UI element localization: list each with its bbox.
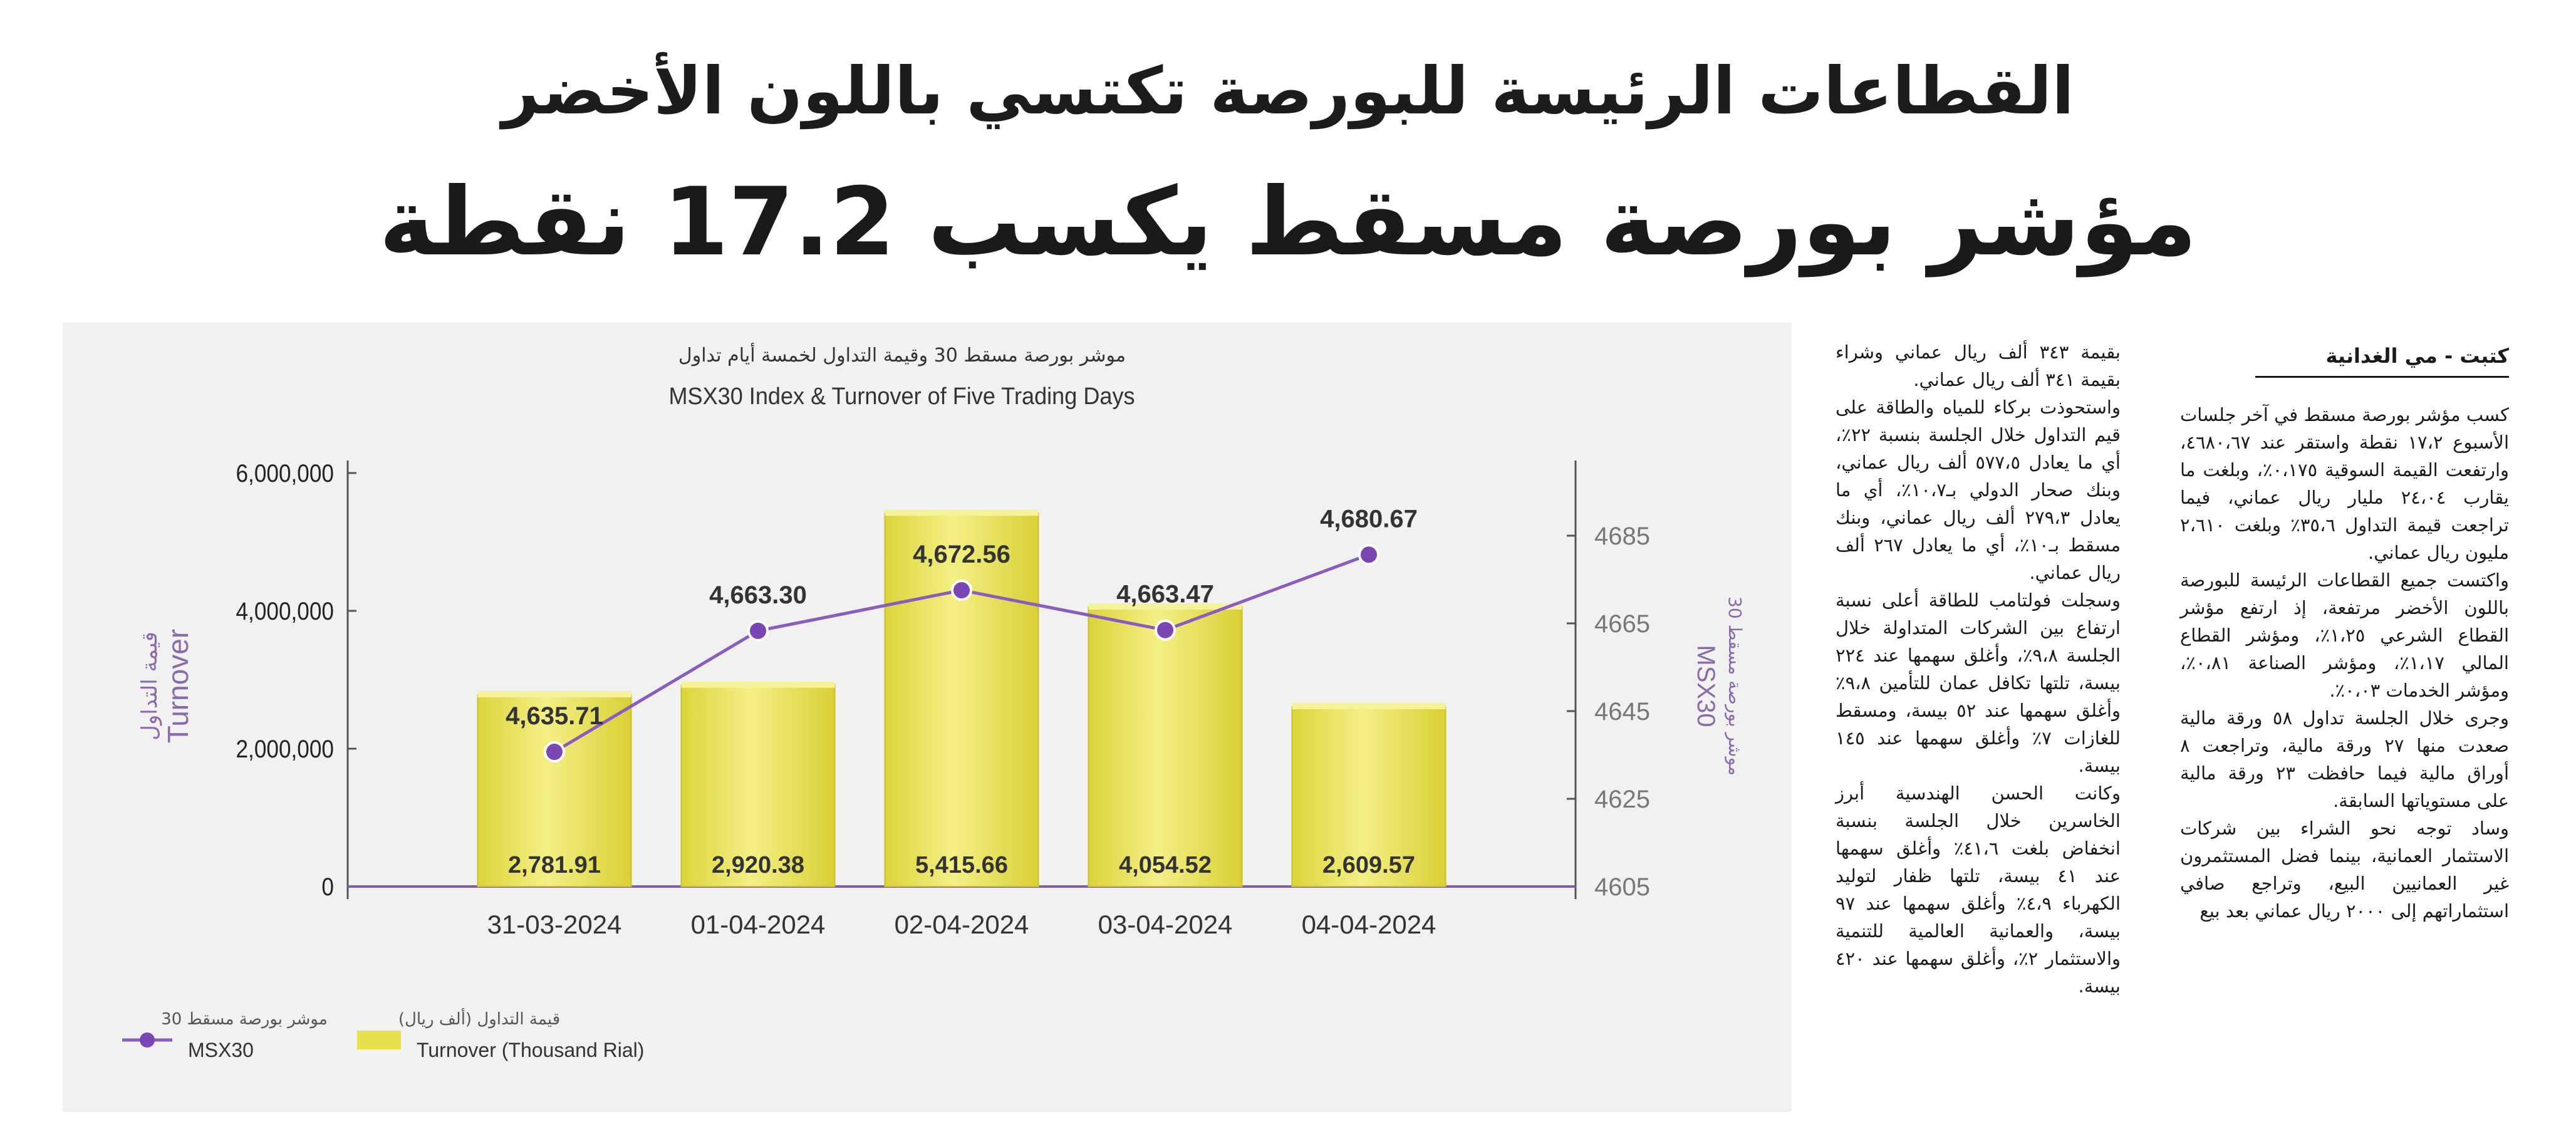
left-axis-tick-label: 2,000,000 (236, 735, 334, 763)
article-kicker: القطاعات الرئيسة للبورصة تكتسي باللون ال… (502, 53, 2074, 129)
x-axis-tick-label: 03-04-2024 (1098, 910, 1233, 939)
right-axis-tick-label: 4625 (1594, 786, 1650, 813)
right-axis-tick-label: 4685 (1594, 523, 1650, 550)
msx30-data-label: 4,672.56 (913, 541, 1010, 568)
x-axis-tick-label: 04-04-2024 (1302, 910, 1436, 939)
paragraph: وكانت الحسن الهندسية أبرز الخاسرين خلال … (1836, 783, 2121, 997)
byline: كتبت - مي الغدانية (2255, 338, 2509, 378)
paragraph: واستحوذت بركاء للمياه والطاقة على قيم ال… (1836, 397, 2121, 583)
article-headline: مؤشر بورصة مسقط يكسب 17.2 نقطة (378, 168, 2197, 277)
chart-title-en: MSX30 Index & Turnover of Five Trading D… (668, 382, 1135, 409)
right-axis-label-en: MSX30 (1692, 645, 1720, 727)
left-axis-label-ar: قيمة التداول (137, 632, 162, 741)
msx30-data-label: 4,635.71 (506, 702, 603, 730)
paragraph: وساد توجه نحو الشراء بين شركات الاستثمار… (2180, 818, 2509, 922)
msx30-data-label: 4,663.30 (709, 581, 807, 609)
msx30-point (747, 620, 769, 642)
msx30-point (1155, 619, 1176, 641)
left-axis-tick-label: 6,000,000 (236, 459, 334, 487)
bar (680, 684, 836, 887)
bar (1088, 606, 1243, 887)
bar-data-label: 4,054.52 (1119, 852, 1212, 878)
paragraph: وسجلت فولتامب للطاقة أعلى نسبة ارتفاع بي… (1836, 590, 2121, 776)
bar-data-label: 2,781.91 (508, 852, 601, 878)
bar-data-label: 2,609.57 (1322, 852, 1415, 878)
bar (1291, 705, 1446, 888)
msx30-data-label: 4,680.67 (1320, 505, 1418, 533)
left-axis-tick-label: 4,000,000 (236, 597, 334, 625)
chart-title-ar: موشر بورصة مسقط 30 وقيمة التداول لخمسة أ… (678, 342, 1126, 367)
legend-bar-label: Turnover (Thousand Rial) (417, 1039, 644, 1061)
right-axis-label-ar: موشر بورصة مسقط 30 (1725, 596, 1745, 776)
article-column-right: كسب مؤشر بورصة مسقط في آخر جلسات الأسبوع… (2180, 401, 2509, 1128)
x-axis-tick-label: 02-04-2024 (895, 910, 1029, 939)
msx30-data-label: 4,663.47 (1116, 581, 1214, 608)
msx30-point (951, 580, 972, 601)
article-column-middle: بقيمة ٣٤٣ ألف ريال عماني وشراء بقيمة ٣٤١… (1836, 338, 2121, 1128)
legend-line-label-ar: موشر بورصة مسقط 30 (161, 1010, 328, 1029)
bar-top (885, 509, 1039, 516)
right-axis-tick-label: 4665 (1594, 610, 1650, 638)
paragraph: بقيمة ٣٤٣ ألف ريال عماني وشراء بقيمة ٣٤١… (1836, 341, 2121, 390)
legend-line-label: MSX30 (188, 1039, 254, 1061)
msx30-point (544, 741, 565, 763)
msx30-turnover-chart: موشر بورصة مسقط 30 وقيمة التداول لخمسة أ… (122, 342, 1745, 1061)
paragraph: كسب مؤشر بورصة مسقط في آخر جلسات الأسبوع… (2180, 404, 2510, 563)
msx30-point (1358, 544, 1379, 566)
right-axis-tick-label: 4605 (1594, 873, 1650, 901)
right-axis-tick-label: 4645 (1594, 698, 1650, 726)
bar-data-label: 5,415.66 (915, 852, 1008, 878)
bar-top (1088, 603, 1242, 610)
legend-bar-swatch (357, 1031, 401, 1049)
legend-line-marker (140, 1032, 155, 1048)
x-axis-tick-label: 01-04-2024 (691, 910, 826, 939)
x-axis-tick-label: 31-03-2024 (487, 910, 622, 939)
bar (884, 512, 1039, 887)
bar-top (477, 690, 631, 697)
left-axis-label-en: Turnover (162, 629, 194, 743)
bar (477, 694, 632, 888)
left-axis-tick-label: 0 (321, 873, 334, 901)
paragraph: وجرى خلال الجلسة تداول ٥٨ ورقة مالية صعد… (2180, 707, 2510, 811)
paragraph: واكتست جميع القطاعات الرئيسة للبورصة بال… (2180, 570, 2510, 701)
bar-top (1292, 702, 1446, 709)
chart-panel: موشر بورصة مسقط 30 وقيمة التداول لخمسة أ… (63, 323, 1792, 1112)
bar-data-label: 2,920.38 (712, 852, 804, 878)
legend-bar-label-ar: قيمة التداول (ألف ريال) (398, 1007, 560, 1029)
bar-top (681, 681, 835, 688)
